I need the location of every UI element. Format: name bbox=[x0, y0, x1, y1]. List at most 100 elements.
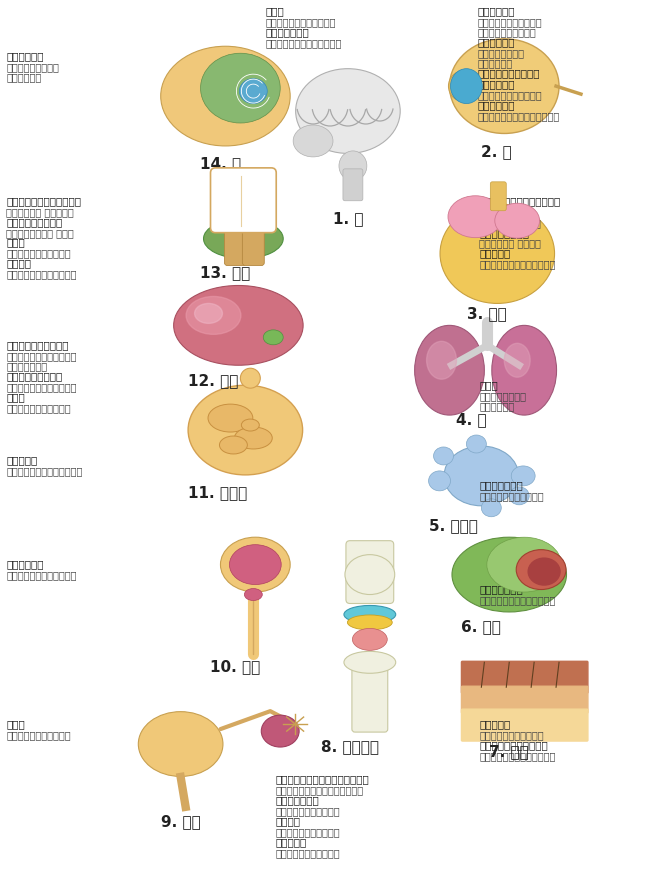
Ellipse shape bbox=[345, 554, 395, 595]
Text: 水疱性角膜症: 水疱性角膜症 bbox=[477, 100, 515, 110]
FancyBboxPatch shape bbox=[461, 709, 588, 741]
Ellipse shape bbox=[481, 499, 501, 517]
Ellipse shape bbox=[440, 203, 555, 303]
Ellipse shape bbox=[492, 325, 557, 415]
Text: 角膜上皮幹細胞疲弊症: 角膜上皮幹細胞疲弊症 bbox=[477, 68, 540, 78]
Ellipse shape bbox=[528, 558, 560, 585]
Text: 8. 関節・骨: 8. 関節・骨 bbox=[321, 739, 379, 754]
Text: 慶應義塾大学　中村雅也教授: 慶應義塾大学 中村雅也教授 bbox=[265, 38, 342, 49]
Text: 小島博己教授: 小島博己教授 bbox=[7, 72, 42, 82]
Ellipse shape bbox=[344, 652, 396, 674]
Text: 神戸大学　黒田良祐教授: 神戸大学 黒田良祐教授 bbox=[275, 848, 340, 857]
Text: 東京女子医科大学: 東京女子医科大学 bbox=[479, 391, 526, 401]
Text: 血小板輸血製剤: 血小板輸血製剤 bbox=[479, 480, 523, 490]
Ellipse shape bbox=[138, 712, 223, 776]
Text: 国立成育医療研究センター: 国立成育医療研究センター bbox=[7, 351, 77, 362]
FancyBboxPatch shape bbox=[225, 217, 247, 265]
Text: クローン病: クローン病 bbox=[7, 455, 38, 465]
Ellipse shape bbox=[194, 303, 223, 324]
Text: 重症心不全: 重症心不全 bbox=[479, 248, 510, 259]
Ellipse shape bbox=[204, 218, 283, 259]
Ellipse shape bbox=[200, 53, 280, 123]
Ellipse shape bbox=[516, 550, 566, 590]
FancyBboxPatch shape bbox=[490, 182, 506, 210]
Text: 卵巣癌: 卵巣癌 bbox=[7, 719, 25, 729]
Ellipse shape bbox=[221, 537, 290, 592]
Text: 14. 耳: 14. 耳 bbox=[200, 156, 241, 171]
FancyBboxPatch shape bbox=[343, 169, 363, 201]
Text: 京都大学　江藤浩之教授: 京都大学 江藤浩之教授 bbox=[479, 491, 544, 501]
Text: 中耳鼓膜再生: 中耳鼓膜再生 bbox=[7, 51, 44, 61]
Text: 理化学研究所　髙橋政代: 理化学研究所 髙橋政代 bbox=[477, 18, 542, 27]
Ellipse shape bbox=[241, 419, 259, 431]
Text: 11. 消化管: 11. 消化管 bbox=[188, 484, 247, 499]
Ellipse shape bbox=[161, 46, 290, 146]
Text: 虚血性心疾患、拡張型心筋症: 虚血性心疾患、拡張型心筋症 bbox=[479, 195, 561, 206]
Text: 名古屋大学　土屋周平助教: 名古屋大学 土屋周平助教 bbox=[7, 270, 77, 279]
Text: 京都府立医科大学: 京都府立医科大学 bbox=[477, 49, 524, 58]
Text: 長崎大学　朝比奈 泉教授: 長崎大学 朝比奈 泉教授 bbox=[7, 228, 74, 238]
Text: 歯周病: 歯周病 bbox=[7, 238, 25, 248]
Ellipse shape bbox=[261, 715, 299, 747]
Text: 難治性唾液腺萎縮症: 難治性唾液腺萎縮症 bbox=[7, 217, 63, 226]
Text: 大阪大学　西田幸二教授: 大阪大学 西田幸二教授 bbox=[477, 90, 542, 100]
Ellipse shape bbox=[444, 446, 519, 506]
Ellipse shape bbox=[434, 447, 453, 465]
Ellipse shape bbox=[188, 385, 303, 475]
Text: 難治性骨折: 難治性骨折 bbox=[275, 837, 307, 847]
Text: 6. 血管: 6. 血管 bbox=[461, 620, 501, 635]
FancyBboxPatch shape bbox=[352, 667, 388, 732]
Text: 慶應義塾大学　榛村重人准教授: 慶應義塾大学 榛村重人准教授 bbox=[477, 111, 560, 121]
Text: 軟骨損傷: 軟骨損傷 bbox=[275, 816, 300, 826]
Text: 重症急性移植片対宿主病: 重症急性移植片対宿主病 bbox=[479, 740, 548, 750]
Text: 九州大学　中島康晴教授: 九州大学 中島康晴教授 bbox=[275, 827, 340, 837]
Text: 大阪大学　玉井克人教授: 大阪大学 玉井克人教授 bbox=[479, 730, 544, 740]
Text: 脳梗塞: 脳梗塞 bbox=[265, 6, 284, 17]
Ellipse shape bbox=[449, 72, 477, 101]
Text: 東京医科歯科大学　関矢一郎教授: 東京医科歯科大学 関矢一郎教授 bbox=[275, 785, 364, 795]
Text: Ｃ型肝炎由来肝硬変: Ｃ型肝炎由来肝硬変 bbox=[7, 371, 63, 381]
Text: 金沢大学　金子周一教授: 金沢大学 金子周一教授 bbox=[7, 403, 71, 413]
Ellipse shape bbox=[229, 545, 281, 584]
Ellipse shape bbox=[467, 435, 486, 453]
Text: 北海道大学　大西俊介准教授: 北海道大学 大西俊介准教授 bbox=[7, 466, 83, 476]
FancyBboxPatch shape bbox=[461, 686, 588, 713]
Text: 久留米大学　島村拓可教授: 久留米大学 島村拓可教授 bbox=[7, 382, 77, 392]
Text: 加齢黄斑変性: 加齢黄斑変性 bbox=[477, 6, 515, 17]
FancyBboxPatch shape bbox=[210, 168, 276, 232]
Text: 顎骨再生: 顎骨再生 bbox=[7, 259, 31, 269]
Ellipse shape bbox=[245, 589, 262, 600]
Ellipse shape bbox=[452, 537, 566, 612]
Text: 慶應義塾大学　福田恵一教授: 慶應義塾大学 福田恵一教授 bbox=[479, 260, 556, 270]
Text: 3. 心臓: 3. 心臓 bbox=[467, 307, 507, 322]
Ellipse shape bbox=[295, 69, 400, 154]
Text: 肝硬変: 肝硬変 bbox=[7, 392, 25, 402]
Ellipse shape bbox=[509, 487, 529, 505]
Text: 変形性膝関節症: 変形性膝関節症 bbox=[275, 795, 319, 805]
Ellipse shape bbox=[235, 427, 272, 449]
Text: 10. 尿道: 10. 尿道 bbox=[210, 659, 260, 674]
Text: 水疱性角膜症: 水疱性角膜症 bbox=[477, 37, 515, 47]
Text: 重症心不全: 重症心不全 bbox=[479, 207, 510, 217]
Ellipse shape bbox=[451, 69, 483, 103]
Ellipse shape bbox=[426, 341, 457, 379]
FancyBboxPatch shape bbox=[243, 217, 264, 265]
Text: 9. 卵巣: 9. 卵巣 bbox=[161, 814, 200, 829]
Text: 北海道大学　賈金清博教授: 北海道大学 賈金清博教授 bbox=[265, 18, 336, 27]
Text: 東海大学　佐藤正人教授: 東海大学 佐藤正人教授 bbox=[275, 806, 340, 816]
Ellipse shape bbox=[414, 325, 485, 415]
Text: 東京慈恵会医科大学: 東京慈恵会医科大学 bbox=[7, 62, 59, 72]
Text: 肺気漏: 肺気漏 bbox=[479, 380, 498, 390]
Text: 口唇口蓋裂（唇裂鼻変形）: 口唇口蓋裂（唇裂鼻変形） bbox=[7, 195, 81, 206]
Ellipse shape bbox=[208, 404, 253, 432]
Ellipse shape bbox=[428, 471, 451, 491]
FancyBboxPatch shape bbox=[346, 541, 394, 604]
Text: 大阪大学　村上伸也教授: 大阪大学 村上伸也教授 bbox=[7, 248, 71, 259]
Text: 7. 皮膚: 7. 皮膚 bbox=[489, 744, 529, 759]
Circle shape bbox=[241, 369, 260, 388]
Ellipse shape bbox=[239, 79, 267, 103]
Ellipse shape bbox=[174, 286, 303, 365]
Ellipse shape bbox=[504, 343, 530, 377]
Ellipse shape bbox=[352, 629, 387, 651]
Text: 13. 口腔: 13. 口腔 bbox=[200, 265, 251, 280]
